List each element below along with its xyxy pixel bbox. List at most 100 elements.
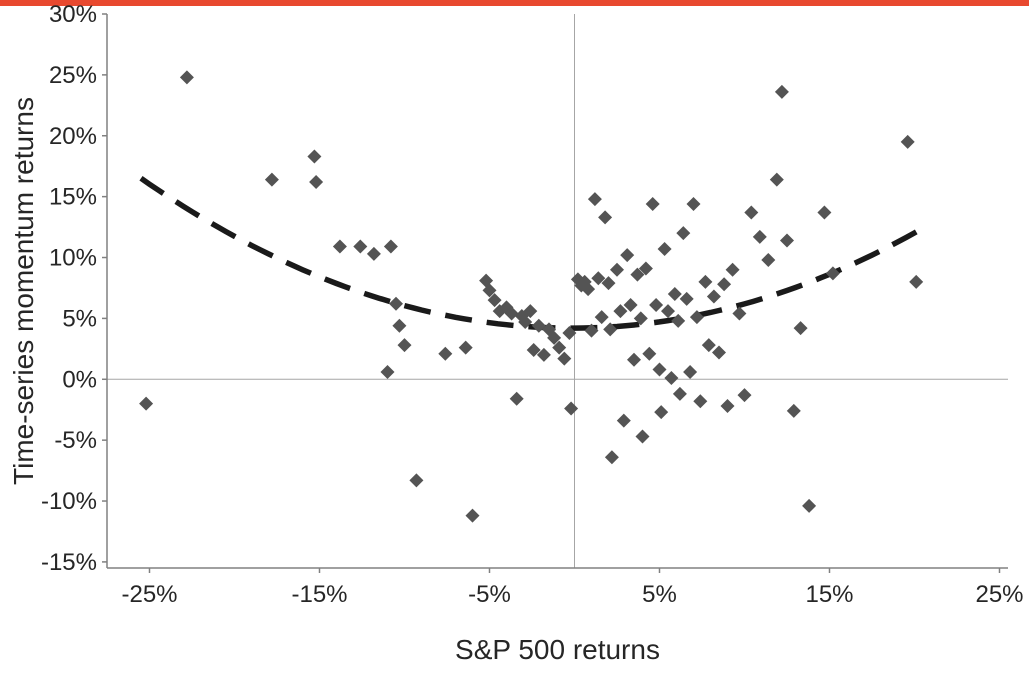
scatter-point xyxy=(587,192,602,207)
scatter-point xyxy=(366,246,381,261)
scatter-point xyxy=(676,226,691,241)
scatter-point xyxy=(603,322,618,337)
scatter-point xyxy=(672,386,687,401)
scatter-point xyxy=(774,84,789,99)
scatter-point xyxy=(909,274,924,289)
y-tick-label: -5% xyxy=(54,427,97,454)
scatter-point xyxy=(584,323,599,338)
scatter-point xyxy=(645,196,660,211)
scatter-point xyxy=(179,70,194,85)
scatter-point xyxy=(332,239,347,254)
scatter-point xyxy=(557,351,572,366)
scatter-point xyxy=(817,205,832,220)
y-tick-label: 0% xyxy=(62,366,97,393)
scatter-point xyxy=(679,291,694,306)
scatter-point xyxy=(380,364,395,379)
scatter-point xyxy=(717,277,732,292)
scatter-point xyxy=(601,276,616,291)
trend-line xyxy=(139,176,925,331)
scatter-point xyxy=(706,289,721,304)
scatter-point xyxy=(642,346,657,361)
scatter-point xyxy=(581,282,596,297)
scatter-point xyxy=(654,405,669,420)
scatter-point xyxy=(683,364,698,379)
y-tick-label: 5% xyxy=(62,305,97,332)
scatter-point xyxy=(518,315,533,330)
scatter-point xyxy=(307,149,322,164)
scatter-point xyxy=(264,172,279,187)
scatter-point xyxy=(139,396,154,411)
scatter-point xyxy=(409,473,424,488)
scatter-point xyxy=(487,293,502,308)
y-axis-title: Time-series momentum returns xyxy=(8,97,39,485)
scatter-point xyxy=(635,429,650,444)
x-tick-label: -25% xyxy=(121,581,177,608)
scatter-point xyxy=(598,210,613,225)
x-tick-label: 5% xyxy=(642,581,677,608)
scatter-point xyxy=(620,248,635,263)
scatter-point xyxy=(630,267,645,282)
scatter-point xyxy=(698,274,713,289)
y-tick-label: -10% xyxy=(41,488,97,515)
scatter-point xyxy=(693,394,708,409)
scatter-point xyxy=(657,241,672,256)
scatter-point xyxy=(752,229,767,244)
y-tick-label: 15% xyxy=(49,184,97,211)
scatter-point xyxy=(562,326,577,341)
scatter-point xyxy=(689,310,704,325)
scatter-point xyxy=(504,306,519,321)
scatter-point xyxy=(664,371,679,386)
scatter-point xyxy=(547,330,562,345)
y-tick-label: 30% xyxy=(49,1,97,28)
scatter-point xyxy=(793,321,808,336)
scatter-point xyxy=(638,261,653,276)
scatter-point xyxy=(482,283,497,298)
scatter-point xyxy=(900,134,915,149)
scatter-point xyxy=(392,318,407,333)
scatter-point xyxy=(633,311,648,326)
scatter-point xyxy=(732,306,747,321)
x-tick-label: 15% xyxy=(805,581,853,608)
scatter-point xyxy=(737,388,752,403)
scatter-point xyxy=(438,346,453,361)
scatter-point xyxy=(353,239,368,254)
scatter-point xyxy=(780,233,794,248)
scatter-point xyxy=(686,196,701,211)
scatter-point xyxy=(613,304,628,319)
scatter-point xyxy=(761,252,776,267)
x-axis-title: S&P 500 returns xyxy=(455,634,660,665)
scatter-point xyxy=(701,338,716,353)
scatter-point xyxy=(523,304,538,319)
scatter-point xyxy=(389,296,403,311)
scatter-point xyxy=(526,343,541,358)
scatter-point xyxy=(616,413,631,428)
scatter-point xyxy=(671,313,686,328)
scatter-point xyxy=(649,298,664,313)
scatter-point xyxy=(536,347,551,362)
scatter-point xyxy=(720,399,735,414)
y-tick-label: 20% xyxy=(49,123,97,150)
scatter-point xyxy=(383,239,398,254)
scatter-point xyxy=(458,340,473,355)
scatter-point xyxy=(552,340,567,355)
scatter-point xyxy=(825,266,840,281)
scatter-point xyxy=(564,401,579,416)
scatter-point xyxy=(744,205,759,220)
scatter-point xyxy=(786,403,801,418)
scatter-point xyxy=(610,262,624,277)
scatter-point xyxy=(661,304,675,319)
top-accent-bar xyxy=(0,0,1029,6)
scatter-point xyxy=(712,345,726,360)
scatter-point xyxy=(627,352,641,367)
scatter-point xyxy=(594,310,609,325)
scatter-point xyxy=(802,498,817,513)
scatter-point xyxy=(769,172,784,187)
scatter-point xyxy=(604,450,619,465)
scatter-point xyxy=(623,298,638,313)
scatter-point xyxy=(465,508,480,523)
y-tick-label: 25% xyxy=(49,62,97,89)
x-tick-label: 25% xyxy=(975,581,1023,608)
scatter-point xyxy=(591,271,606,286)
scatter-point xyxy=(309,175,324,190)
